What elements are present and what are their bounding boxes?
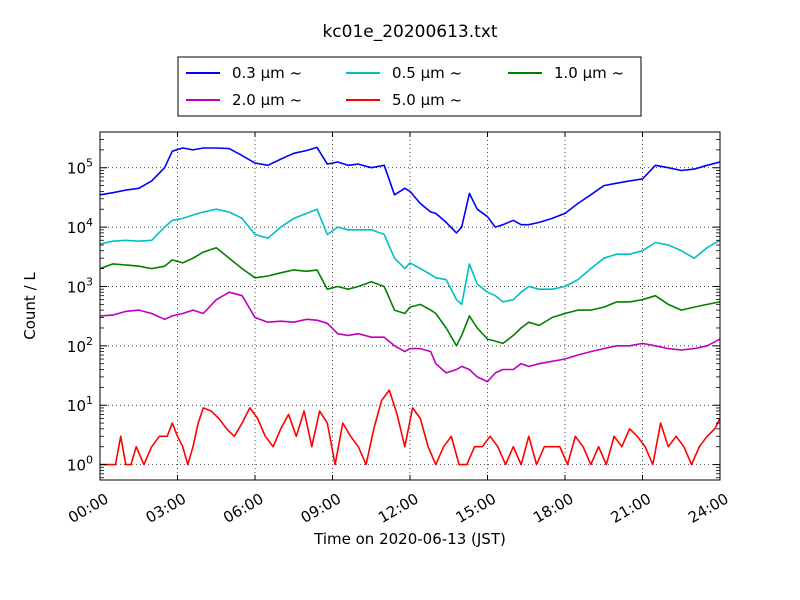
- x-axis-label: Time on 2020-06-13 (JST): [313, 530, 506, 548]
- x-tick-label: 24:00: [685, 490, 731, 527]
- chart-title: kc01e_20200613.txt: [322, 22, 497, 42]
- y-tick-label: 104: [67, 216, 93, 237]
- x-tick-labels: 00:00 03:00 06:00 09:00 12:00 15:00 18:00 21:00…: [65, 490, 731, 527]
- legend-label: 0.5 µm ~: [392, 64, 462, 82]
- legend-item: 0.3 µm ~: [186, 64, 302, 82]
- series-group: [99, 146, 721, 466]
- x-tick-label: 21:00: [608, 490, 654, 527]
- y-tick-label: 101: [67, 394, 93, 415]
- series-line: [99, 291, 721, 383]
- x-tick-label: 06:00: [220, 490, 266, 527]
- series-3: [99, 291, 721, 383]
- series-0: [99, 146, 721, 234]
- ticks-group: [99, 132, 721, 480]
- legend-label: 0.3 µm ~: [232, 64, 302, 82]
- legend-label: 5.0 µm ~: [392, 91, 462, 109]
- x-tick-label: 12:00: [375, 490, 421, 527]
- series-line: [99, 146, 721, 234]
- legend-item: 5.0 µm ~: [346, 91, 462, 109]
- series-line: [99, 208, 721, 306]
- plot-frame: [99, 131, 721, 481]
- y-axis-label: Count / L: [21, 272, 39, 340]
- legend: 0.3 µm ~ 0.5 µm ~ 1.0 µm ~ 2.0 µm ~ 5.0 µm ~: [177, 56, 642, 117]
- series-4: [100, 389, 721, 466]
- legend-item: 2.0 µm ~: [186, 91, 302, 109]
- y-tick-label: 105: [67, 157, 93, 178]
- x-tick-label: 09:00: [298, 490, 344, 527]
- series-line: [100, 389, 721, 466]
- plot-area: [99, 131, 721, 481]
- legend-item: 0.5 µm ~: [346, 64, 462, 82]
- series-1: [99, 208, 721, 306]
- x-tick-label: 03:00: [143, 490, 189, 527]
- y-tick-label: 103: [67, 275, 93, 296]
- series-2: [99, 246, 721, 347]
- series-line: [99, 246, 721, 347]
- legend-frame: [177, 56, 642, 117]
- x-tick-label: 18:00: [530, 490, 576, 527]
- x-tick-label: 00:00: [65, 490, 111, 527]
- y-tick-label: 102: [67, 335, 93, 356]
- y-tick-labels: 100 101 102 103 104 105: [67, 157, 93, 475]
- legend-label: 2.0 µm ~: [232, 91, 302, 109]
- legend-item: 1.0 µm ~: [508, 64, 624, 82]
- x-tick-label: 15:00: [453, 490, 499, 527]
- y-tick-label: 100: [67, 454, 93, 475]
- legend-label: 1.0 µm ~: [554, 64, 624, 82]
